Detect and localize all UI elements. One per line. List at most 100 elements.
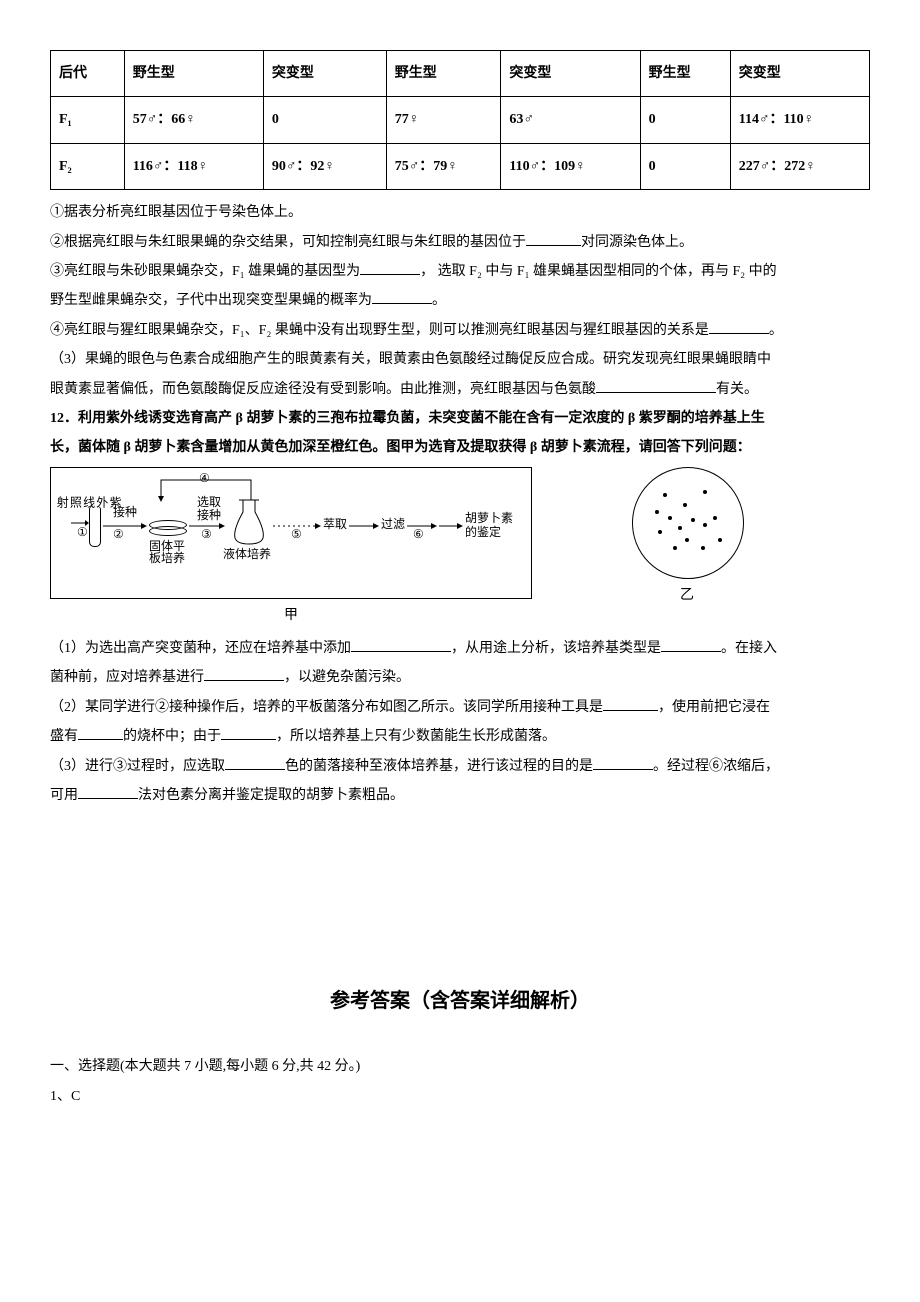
fill-blank: [204, 666, 284, 681]
td: 90♂：92♀: [263, 143, 386, 189]
text: （2）某同学进行②接种操作后，培养的平板菌落分布如图乙所示。该同学所用接种工具是: [50, 700, 603, 715]
td: 63♂: [501, 97, 640, 143]
th: 野生型: [124, 51, 263, 97]
fill-blank: [78, 784, 138, 799]
fill-blank: [360, 260, 420, 275]
text: 野生型雌果蝇杂交，子代中出现突变型果蝇的概率为: [50, 293, 372, 308]
text: 。在接入: [721, 641, 777, 656]
fill-blank: [709, 319, 769, 334]
body-text: （3）果蝇的眼色与色素合成细胞产生的眼黄素有关，眼黄素由色氨酸经过酶促反应合成。…: [50, 345, 870, 374]
text: 。: [432, 293, 446, 308]
text: 色的菌落接种至液体培养基，进行该过程的目的是: [285, 759, 593, 774]
label: 接种: [113, 506, 137, 519]
arrow-icon: [349, 516, 379, 536]
td: 75♂：79♀: [386, 143, 501, 189]
fill-blank: [225, 755, 285, 770]
text: ， 选取 F₂ 中与 F₁ 雄果蝇基因型相同的个体，再与 F₂ 中的: [420, 264, 777, 279]
fill-blank: [221, 725, 276, 740]
label: 胡萝卜素: [465, 512, 513, 525]
colony-dot-icon: [658, 530, 662, 534]
body-text: 可用 法对色素分离并鉴定提取的胡萝卜素粗品。: [50, 781, 870, 810]
circ-num: ⑥: [413, 528, 424, 541]
text: 的烧杯中；由于: [123, 729, 221, 744]
circ-num: ④: [199, 472, 210, 485]
fill-blank: [526, 231, 581, 246]
text: 眼黄素显著偏低，而色氨酸酶促反应途径没有受到影响。由此推测，亮红眼基因与色氨酸: [50, 382, 596, 397]
fill-blank: [351, 637, 451, 652]
flow-diagram: 紫外线照射 ① 接种 ② 固体平 板培养 ③ 选取接种: [50, 467, 532, 599]
td: F₂: [51, 143, 125, 189]
flask-icon: [229, 496, 269, 546]
text: ③亮红眼与朱砂眼果蝇杂交，F₁ 雄果蝇的基因型为: [50, 264, 360, 279]
th: 后代: [51, 51, 125, 97]
colony-dot-icon: [683, 503, 687, 507]
text: 法对色素分离并鉴定提取的胡萝卜素粗品。: [138, 788, 404, 803]
td: 114♂：110♀: [730, 97, 869, 143]
td: 0: [640, 97, 730, 143]
th: 突变型: [263, 51, 386, 97]
body-text: ③亮红眼与朱砂眼果蝇杂交，F₁ 雄果蝇的基因型为 ， 选取 F₂ 中与 F₁ 雄果…: [50, 257, 870, 286]
document-page: 后代 野生型 突变型 野生型 突变型 野生型 突变型 F₁ 57♂：66♀ 0 …: [0, 0, 920, 1171]
body-text: 野生型雌果蝇杂交，子代中出现突变型果蝇的概率为 。: [50, 286, 870, 315]
td: 77♀: [386, 97, 501, 143]
body-text: 12．利用紫外线诱变选育高产 β 胡萝卜素的三孢布拉霉负菌，未突变菌不能在含有一…: [50, 404, 870, 433]
text: 长，菌体随 β 胡萝卜素含量增加从黄色加深至橙红色。图甲为选育及提取获得 β 胡…: [50, 440, 751, 455]
th: 野生型: [386, 51, 501, 97]
answer-title: 参考答案（含答案详细解析）: [50, 980, 870, 1022]
th: 突变型: [730, 51, 869, 97]
fill-blank: [372, 289, 432, 304]
fill-blank: [593, 755, 653, 770]
text: （3）进行③过程时，应选取: [50, 759, 225, 774]
fill-blank: [661, 637, 721, 652]
td: 116♂：118♀: [124, 143, 263, 189]
text: ④亮红眼与猩红眼果蝇杂交，F₁、F₂ 果蝇中没有出现野生型，则可以推测亮红眼基因…: [50, 323, 709, 338]
colony-dot-icon: [655, 510, 659, 514]
fill-blank: [596, 378, 716, 393]
petri-dish-diagram: [632, 467, 744, 579]
fill-blank: [603, 696, 658, 711]
text: 可用: [50, 788, 78, 803]
th: 野生型: [640, 51, 730, 97]
td: 0: [640, 143, 730, 189]
colony-dot-icon: [678, 526, 682, 530]
td: 110♂：109♀: [501, 143, 640, 189]
body-text: ①据表分析亮红眼基因位于号染色体上。: [50, 198, 870, 227]
label: 板培养: [149, 552, 185, 565]
text: ，所以培养基上只有少数菌能生长形成菌落。: [276, 729, 556, 744]
text: 12．利用紫外线诱变选育高产 β 胡萝卜素的三孢布拉霉负菌，未突变菌不能在含有一…: [50, 411, 765, 426]
colony-dot-icon: [718, 538, 722, 542]
text: ①据表分析亮红眼基因位于: [50, 205, 218, 220]
colony-dot-icon: [691, 518, 695, 522]
colony-dot-icon: [673, 546, 677, 550]
diagram-row: 紫外线照射 ① 接种 ② 固体平 板培养 ③ 选取接种: [50, 467, 870, 630]
body-text: 菌种前，应对培养基进行，以避免杂菌污染。: [50, 663, 870, 692]
text: ，从用途上分析，该培养基类型是: [451, 641, 661, 656]
td: 227♂：272♀: [730, 143, 869, 189]
text: 有关。: [716, 382, 758, 397]
table-row: 后代 野生型 突变型 野生型 突变型 野生型 突变型: [51, 51, 870, 97]
text: ②根据亮红眼与朱红眼果蝇的杂交结果，可知控制亮红眼与朱红眼的基因位于: [50, 235, 526, 250]
colony-dot-icon: [685, 538, 689, 542]
body-text: （1）为选出高产突变菌种，还应在培养基中添加 ，从用途上分析，该培养基类型是 。在接…: [50, 634, 870, 663]
body-text: 眼黄素显著偏低，而色氨酸酶促反应途径没有受到影响。由此推测，亮红眼基因与色氨酸 有…: [50, 375, 870, 404]
th: 突变型: [501, 51, 640, 97]
circ-num: ②: [113, 528, 124, 541]
text: 盛有: [50, 729, 78, 744]
text: 号染色体上。: [218, 205, 302, 220]
colony-dot-icon: [713, 516, 717, 520]
table-row: F₁ 57♂：66♀ 0 77♀ 63♂ 0 114♂：110♀: [51, 97, 870, 143]
table-row: F₂ 116♂：118♀ 90♂：92♀ 75♂：79♀ 110♂：109♀ 0…: [51, 143, 870, 189]
data-table: 后代 野生型 突变型 野生型 突变型 野生型 突变型 F₁ 57♂：66♀ 0 …: [50, 50, 870, 190]
text: （1）为选出高产突变菌种，还应在培养基中添加: [50, 641, 351, 656]
body-text: ②根据亮红眼与朱红眼果蝇的杂交结果，可知控制亮红眼与朱红眼的基因位于 对同源染色体…: [50, 228, 870, 257]
text: ，使用前把它浸在: [658, 700, 770, 715]
td: F₁: [51, 97, 125, 143]
colony-dot-icon: [703, 490, 707, 494]
colony-dot-icon: [701, 546, 705, 550]
circ-num: ⑤: [291, 528, 302, 541]
petri-dish-icon: [149, 526, 187, 536]
body-text: 盛有 的烧杯中；由于 ，所以培养基上只有少数菌能生长形成菌落。: [50, 722, 870, 751]
body-text: 一、选择题(本大题共 7 小题,每小题 6 分,共 42 分。): [50, 1052, 870, 1081]
text: 对同源染色体上。: [581, 235, 693, 250]
caption: 甲: [50, 601, 532, 630]
